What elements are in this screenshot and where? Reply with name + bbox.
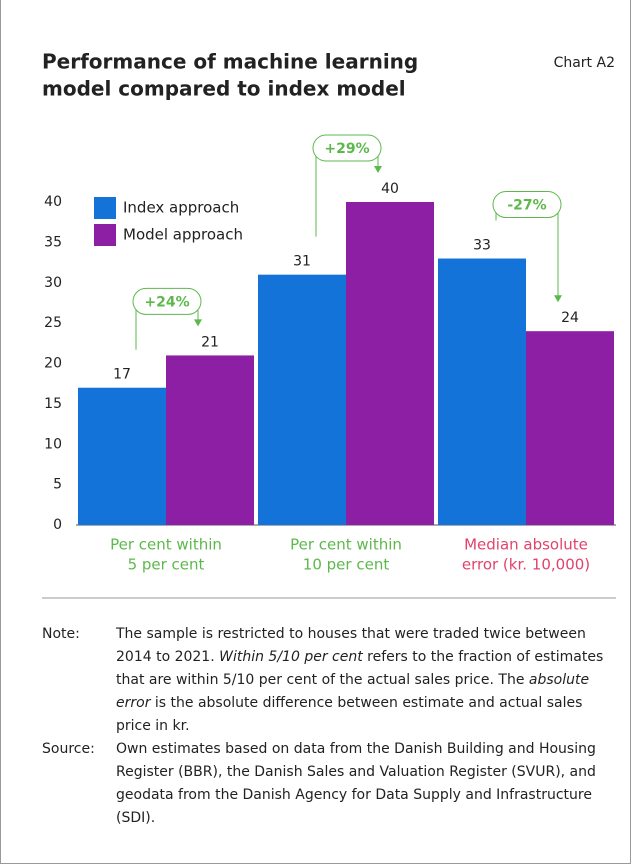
- y-tick-label: 25: [44, 315, 62, 331]
- chart-id: Chart A2: [554, 55, 615, 71]
- y-tick-label: 35: [44, 234, 62, 250]
- note-text: The sample is restricted to houses that …: [116, 623, 617, 738]
- x-tick-label: Median absolute: [464, 536, 588, 554]
- note-label: Note:: [42, 626, 80, 642]
- annotation-label: +24%: [144, 294, 189, 310]
- note-part: is the absolute difference between estim…: [116, 695, 583, 734]
- y-tick-label: 5: [53, 477, 62, 493]
- annotation-arrow: [554, 295, 562, 303]
- data-label: 33: [473, 238, 491, 254]
- chart: Performance of machine learning model co…: [42, 50, 616, 599]
- y-tick-label: 10: [44, 436, 62, 452]
- x-tick-label: error (kr. 10,000): [462, 556, 590, 574]
- note: Note: The sample is restricted to houses…: [42, 623, 617, 738]
- bar: [78, 387, 166, 525]
- y-tick-label: 20: [44, 356, 62, 372]
- data-label: 31: [293, 254, 311, 270]
- annotation-pill: [312, 134, 382, 162]
- source-label: Source:: [42, 741, 95, 757]
- data-label: 40: [381, 181, 399, 197]
- data-label: 17: [113, 367, 131, 383]
- annotation-label: +29%: [324, 141, 369, 157]
- x-tick-label: Per cent within: [290, 536, 402, 554]
- data-label: 21: [201, 334, 219, 350]
- annotation-pill: [132, 287, 202, 315]
- bar: [526, 331, 614, 525]
- y-tick-label: 15: [44, 396, 62, 412]
- note-part: absolute error: [116, 672, 590, 711]
- x-tick-label: 5 per cent: [128, 556, 205, 574]
- source-text: Own estimates based on data from the Dan…: [116, 741, 596, 826]
- data-label: 24: [561, 310, 579, 326]
- note-part: Within 5/10 per cent: [219, 649, 363, 665]
- annotation-arrow: [194, 319, 202, 327]
- annotation-label: -27%: [507, 198, 546, 214]
- legend-swatch: [94, 224, 116, 246]
- legend-label: Index approach: [123, 199, 239, 217]
- legend-label: Model approach: [123, 226, 243, 244]
- bar: [258, 274, 346, 525]
- legend-swatch: [94, 197, 116, 219]
- annotation-pill: [492, 191, 562, 219]
- chart-title: Performance of machine learning: [42, 50, 418, 74]
- bar: [166, 355, 254, 525]
- x-tick-label: 10 per cent: [303, 556, 390, 574]
- y-tick-label: 0: [53, 517, 62, 533]
- chart-title: model compared to index model: [42, 77, 406, 101]
- y-tick-label: 30: [44, 275, 62, 291]
- source: Source: Own estimates based on data from…: [42, 738, 617, 830]
- x-tick-label: Per cent within: [110, 536, 222, 554]
- annotation-arrow: [374, 166, 382, 173]
- note-part: The sample is restricted to houses that …: [116, 626, 586, 665]
- note-part: refers to the fraction of estimates that…: [116, 649, 604, 688]
- bar: [438, 258, 526, 525]
- y-tick-label: 40: [44, 194, 62, 210]
- bar: [346, 202, 434, 525]
